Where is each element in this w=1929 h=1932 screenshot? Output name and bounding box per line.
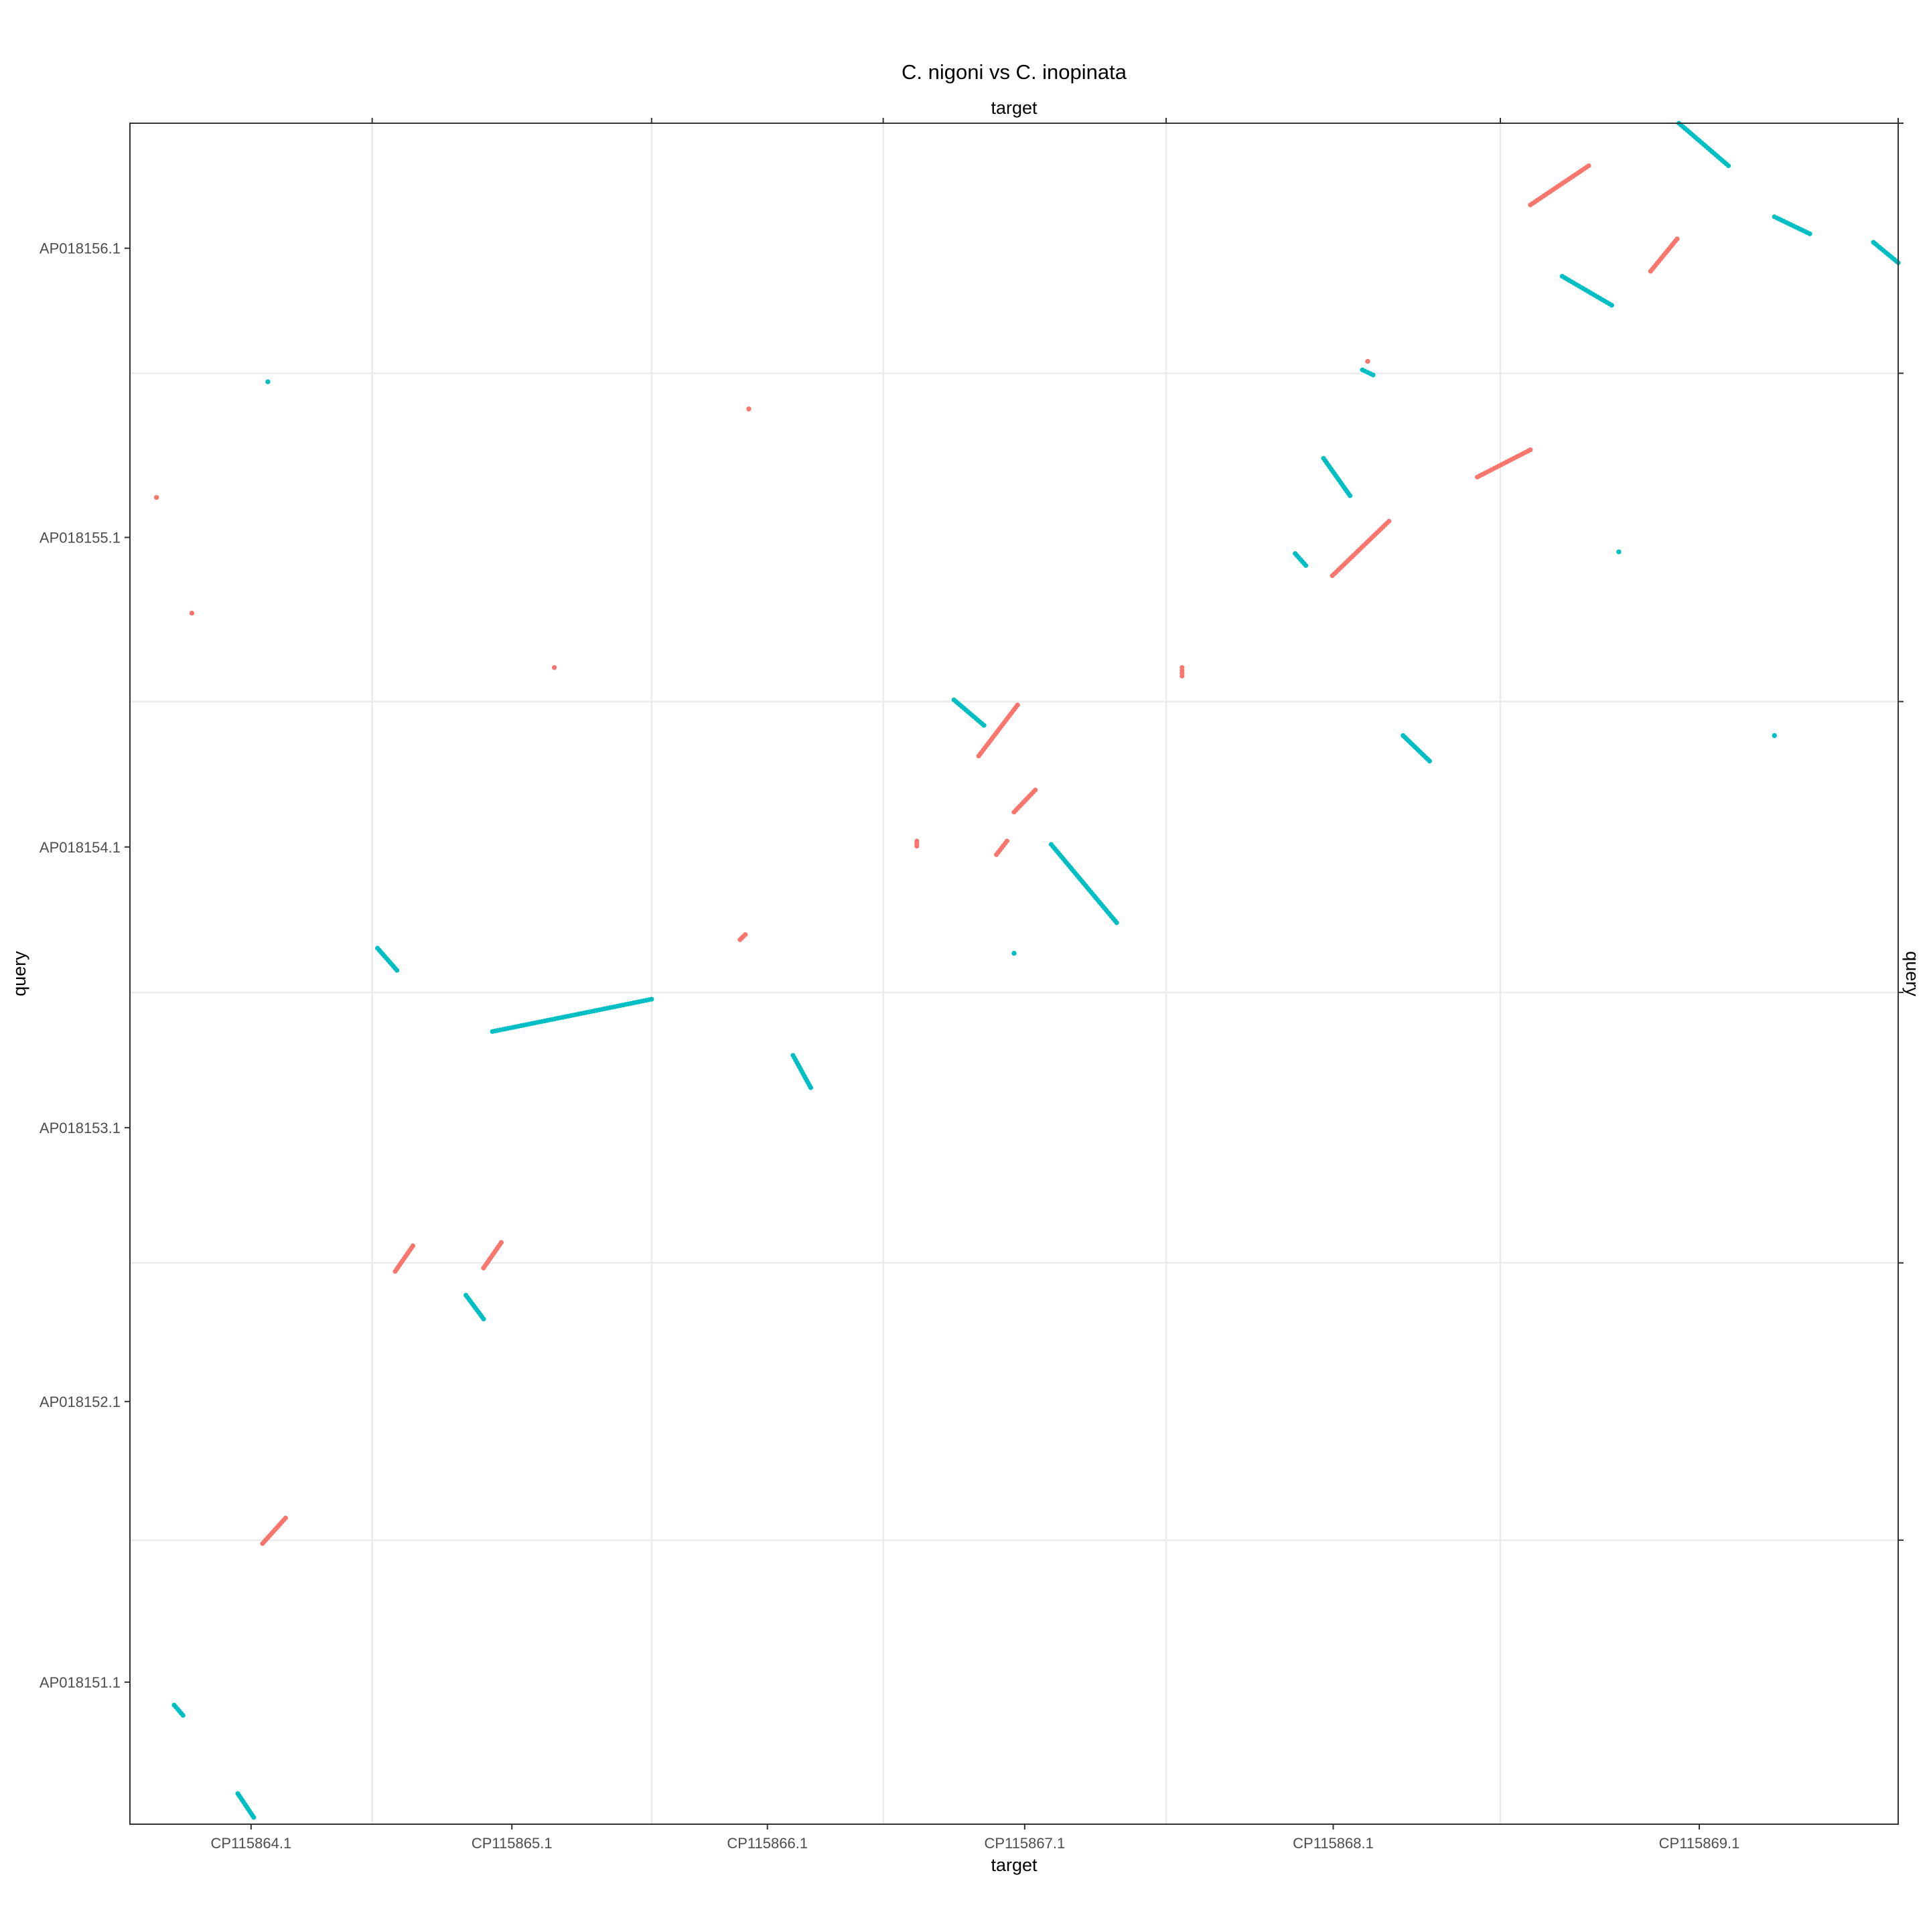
forward-alignment-point [1586, 163, 1591, 169]
reverse-alignment-point [180, 1712, 186, 1718]
reverse-alignment-point [1807, 231, 1812, 236]
reverse-alignment-point [1370, 372, 1376, 378]
y-tick-label: AP018153.1 [40, 1120, 121, 1136]
y-tick-label: AP018151.1 [40, 1674, 121, 1691]
plot-frame [129, 123, 1899, 1825]
x-tick-label: CP115865.1 [472, 1835, 553, 1852]
forward-alignment-point [1180, 665, 1185, 670]
y-tick-label: AP018152.1 [40, 1394, 121, 1410]
reverse-alignment-point [1609, 303, 1614, 308]
reverse-alignment-point [251, 1815, 257, 1820]
forward-alignment-point [1004, 838, 1010, 844]
top-axis-title: target [991, 98, 1038, 118]
forward-alignment-point [1015, 702, 1020, 708]
reverse-alignment-point [395, 968, 400, 973]
forward-alignment-point [410, 1243, 416, 1248]
x-axis-title: target [991, 1855, 1038, 1875]
forward-alignment-point [746, 406, 752, 412]
y-tick-label: AP018156.1 [40, 240, 121, 257]
forward-alignment-point [1033, 788, 1038, 793]
reverse-alignment-point [1011, 950, 1017, 956]
forward-alignment-point [189, 610, 194, 616]
x-tick-label: CP115868.1 [1293, 1835, 1374, 1852]
x-tick-label: CP115866.1 [727, 1835, 808, 1852]
right-axis-title: query [1902, 951, 1922, 996]
y-tick-label: AP018154.1 [40, 839, 121, 856]
forward-alignment-point [1365, 359, 1370, 364]
forward-alignment-point [1386, 518, 1392, 524]
alignment-points [154, 121, 1901, 1820]
reverse-alignment-point [981, 723, 987, 728]
forward-alignment-point [154, 495, 159, 500]
forward-alignment-point [743, 932, 748, 938]
reverse-alignment-point [1616, 549, 1622, 554]
reverse-alignment-point [649, 996, 654, 1002]
forward-alignment-point [283, 1515, 288, 1521]
forward-alignment-point [552, 665, 557, 670]
forward-alignment-point [914, 838, 920, 844]
reverse-alignment-point [265, 379, 271, 384]
y-axis-title: query [9, 951, 29, 996]
reverse-alignment-point [1772, 733, 1777, 738]
x-tick-label: CP115864.1 [210, 1835, 291, 1852]
reverse-alignment-point [481, 1317, 486, 1322]
reverse-alignment-point [1348, 493, 1353, 498]
forward-alignment-point [498, 1240, 504, 1245]
reverse-alignment-point [1427, 758, 1432, 764]
forward-alignment-point [1528, 447, 1533, 453]
axes: CP115864.1 CP115865.1 CP115866.1 CP115867.1… [40, 118, 1904, 1852]
grid-lines [130, 123, 1898, 1824]
chart-title: C. nigoni vs C. inopinata [902, 60, 1127, 84]
forward-alignment-point [1674, 236, 1680, 242]
forward-alignments [154, 163, 1680, 1546]
x-tick-label: CP115869.1 [1659, 1835, 1740, 1852]
reverse-alignment-point [1114, 920, 1119, 925]
reverse-alignments [171, 121, 1901, 1820]
y-tick-label: AP018155.1 [40, 529, 121, 546]
x-tick-label: CP115867.1 [984, 1835, 1065, 1852]
reverse-alignment-point [1303, 563, 1309, 569]
reverse-alignment-point [808, 1085, 813, 1090]
reverse-alignment-point [1725, 163, 1731, 169]
